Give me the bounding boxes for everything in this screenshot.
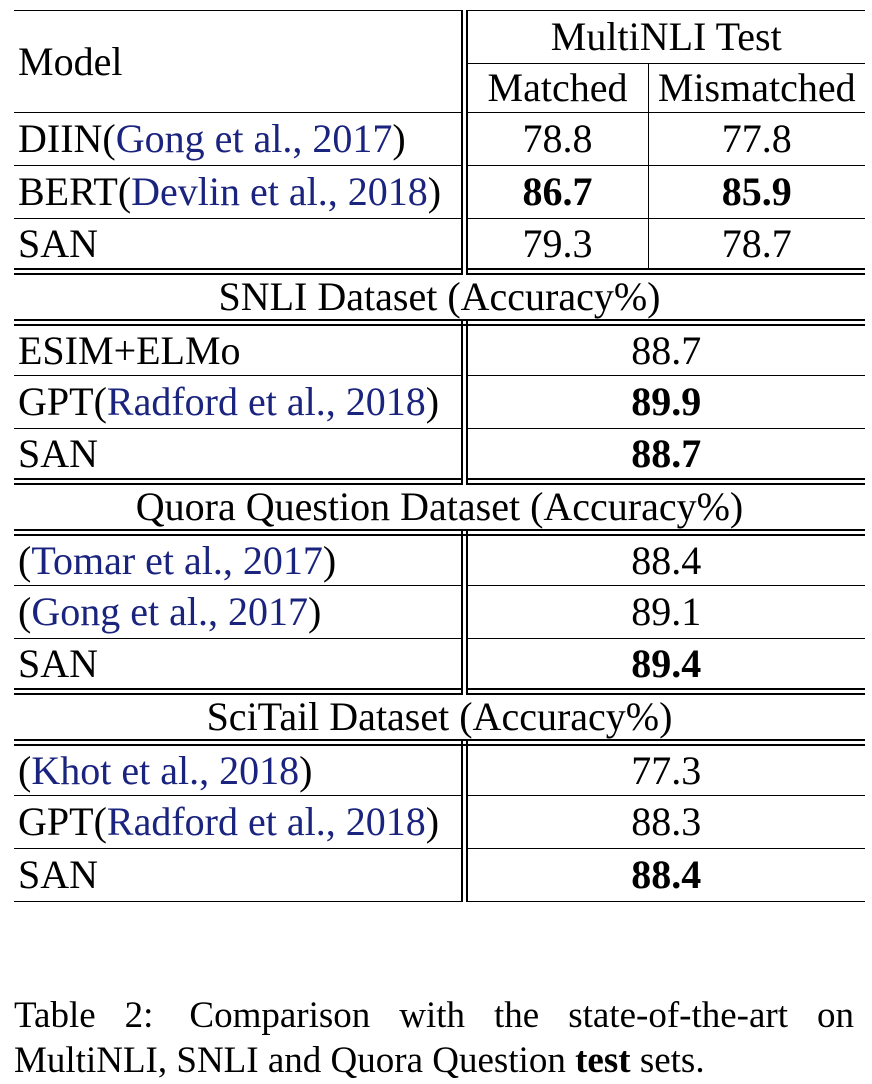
model-name-cell: (Gong et al., 2017)	[14, 585, 468, 639]
mismatched-score: 85.9	[648, 165, 865, 219]
model-name-cell: ESIM+ELMo	[14, 319, 468, 376]
matched-score: 78.8	[464, 112, 649, 166]
model-name-cell: (Tomar et al., 2017)	[14, 529, 468, 586]
model-name-cell: (Khot et al., 2018)	[14, 739, 468, 796]
model-name: ESIM+ELMo	[18, 327, 241, 373]
snli-section-title: SNLI Dataset (Accuracy%)	[14, 268, 865, 323]
snli-row: ESIM+ELMo 88.7	[14, 319, 865, 376]
header-row-top: Model MultiNLI Test	[14, 10, 865, 113]
matched-column-header: Matched	[464, 63, 649, 113]
mismatched-column-header: Mismatched	[648, 63, 865, 113]
model-name-cell: GPT(Radford et al., 2018)	[14, 375, 468, 429]
model-name-cell: DIIN(Gong et al., 2017)	[14, 112, 468, 166]
caption-text-end: sets.	[639, 1040, 705, 1081]
snli-row: SAN 88.7	[14, 428, 865, 482]
multinli-test-group-header: MultiNLI Test	[464, 10, 865, 64]
scitail-accuracy-score: 77.3	[464, 739, 865, 796]
citation-link[interactable]: Radford et al., 2018	[106, 379, 426, 424]
caption-bold-word: test	[575, 1040, 631, 1081]
scitail-row: (Khot et al., 2018) 77.3	[14, 739, 865, 796]
snli-row: GPT(Radford et al., 2018) 89.9	[14, 375, 865, 429]
quora-accuracy-score: 88.4	[464, 529, 865, 586]
matched-score: 86.7	[464, 165, 649, 219]
mismatched-score: 77.8	[648, 112, 865, 166]
model-name: SAN	[18, 430, 99, 476]
header-row-bottom: Matched Mismatched	[14, 63, 865, 113]
model-name: BERT	[18, 169, 118, 214]
matched-score: 79.3	[464, 218, 649, 272]
model-name-cell: GPT(Radford et al., 2018)	[14, 795, 468, 849]
mismatched-score: 78.7	[648, 218, 865, 272]
snli-accuracy-score: 89.9	[464, 375, 865, 429]
model-name: DIIN	[18, 116, 103, 161]
citation-link[interactable]: Tomar et al., 2017	[31, 537, 323, 583]
quora-accuracy-score: 89.1	[464, 585, 865, 639]
quora-row: SAN 89.4	[14, 638, 865, 692]
model-name: SAN	[18, 220, 99, 266]
model-column-header: Model	[14, 10, 468, 113]
model-name-cell: BERT(Devlin et al., 2018)	[14, 165, 468, 219]
snli-section-header-row: SNLI Dataset (Accuracy%)	[14, 268, 865, 323]
quora-row: (Gong et al., 2017) 89.1	[14, 585, 865, 639]
scitail-section-title: SciTail Dataset (Accuracy%)	[14, 688, 865, 743]
model-name-cell: SAN	[14, 218, 468, 272]
quora-section-header-row: Quora Question Dataset (Accuracy%)	[14, 478, 865, 533]
multinli-row: SAN 79.3 78.7	[14, 218, 865, 272]
scitail-accuracy-score: 88.4	[464, 848, 865, 902]
scitail-row: GPT(Radford et al., 2018) 88.3	[14, 795, 865, 849]
model-name: SAN	[18, 852, 99, 897]
model-name-cell: SAN	[14, 638, 468, 692]
snli-accuracy-score: 88.7	[464, 428, 865, 482]
table-caption: Table 2: Comparison with the state-of-the…	[14, 993, 854, 1083]
scitail-row: SAN 88.4	[14, 848, 865, 902]
caption-text: Comparison with the state-of-the-art on …	[14, 995, 854, 1081]
scitail-accuracy-score: 88.3	[464, 795, 865, 849]
quora-row: (Tomar et al., 2017) 88.4	[14, 529, 865, 586]
citation-link[interactable]: Radford et al., 2018	[106, 799, 426, 844]
model-name: SAN	[18, 640, 99, 686]
citation-link[interactable]: Khot et al., 2018	[31, 747, 300, 793]
snli-accuracy-score: 88.7	[464, 319, 865, 376]
multinli-row: BERT(Devlin et al., 2018) 86.7 85.9	[14, 165, 865, 219]
citation-link[interactable]: Devlin et al., 2018	[131, 169, 428, 214]
quora-section-title: Quora Question Dataset (Accuracy%)	[14, 478, 865, 533]
model-name-cell: SAN	[14, 848, 468, 902]
citation-link[interactable]: Gong et al., 2017	[31, 589, 308, 634]
scitail-section-header-row: SciTail Dataset (Accuracy%)	[14, 688, 865, 743]
citation-link[interactable]: Gong et al., 2017	[115, 116, 393, 161]
multinli-row: DIIN(Gong et al., 2017) 78.8 77.8	[14, 112, 865, 166]
results-table-wrapper: Model MultiNLI Test Matched Mismatched D…	[14, 10, 865, 902]
results-table-body: Model MultiNLI Test Matched Mismatched D…	[14, 10, 865, 902]
model-name-cell: SAN	[14, 428, 468, 482]
results-table: Model MultiNLI Test Matched Mismatched D…	[14, 10, 865, 902]
quora-accuracy-score: 89.4	[464, 638, 865, 692]
model-name: GPT	[18, 799, 94, 844]
model-name: GPT	[18, 379, 94, 424]
caption-label: Table 2:	[14, 995, 154, 1036]
